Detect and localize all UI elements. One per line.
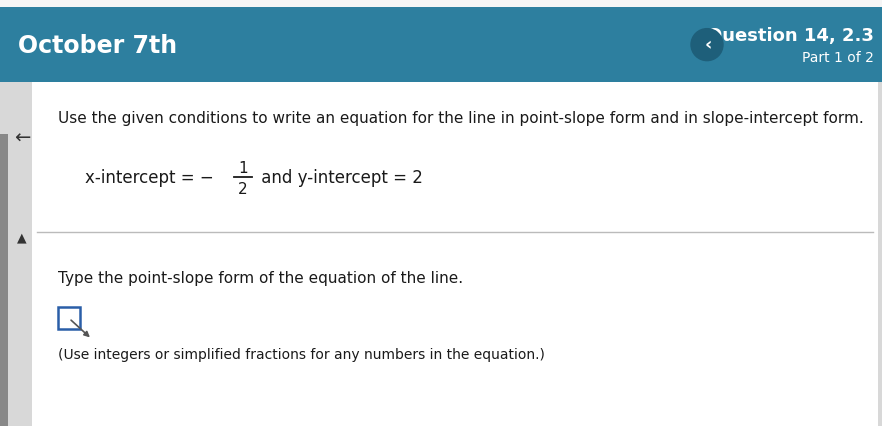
Text: Question 14, 2.3: Question 14, 2.3 [707,26,874,45]
Text: Part 1 of 2: Part 1 of 2 [802,51,874,64]
Text: and y-intercept = 2: and y-intercept = 2 [256,169,422,187]
Text: ▲: ▲ [17,231,26,244]
Text: (Use integers or simplified fractions for any numbers in the equation.): (Use integers or simplified fractions fo… [58,348,545,361]
Text: Type the point-slope form of the equation of the line.: Type the point-slope form of the equatio… [58,270,463,285]
Bar [32,83,878,426]
Text: October 7th: October 7th [18,34,177,58]
Circle shape [691,29,723,61]
Text: 1: 1 [238,160,248,176]
Bar [0,135,8,426]
Text: ‹: ‹ [705,37,712,55]
Text: x-intercept = −: x-intercept = − [85,169,213,187]
Text: Use the given conditions to write an equation for the line in point-slope form a: Use the given conditions to write an equ… [58,111,863,126]
Bar [0,0,882,8]
Text: ←: ← [14,129,30,147]
Bar [0,8,882,83]
Text: 2: 2 [238,181,248,196]
Bar [58,308,80,329]
